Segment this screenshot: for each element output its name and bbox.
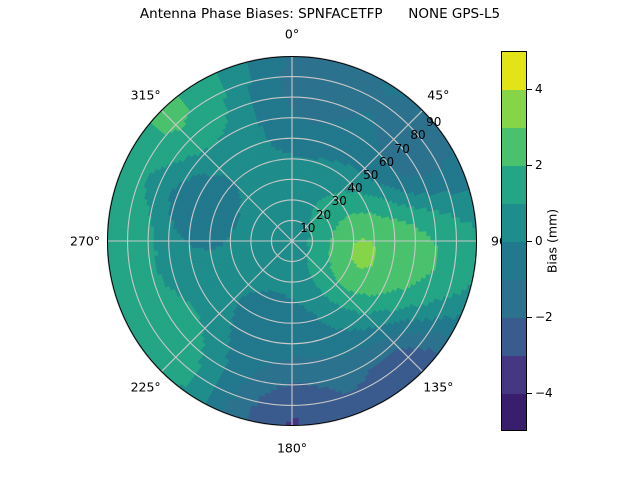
colorbar-gradient <box>501 51 527 431</box>
colorbar-band <box>502 242 526 280</box>
colorbar-band <box>502 166 526 204</box>
radial-tick-label-50: 50 <box>363 167 379 182</box>
angular-tick-label-180: 180° <box>276 440 308 456</box>
angular-tick-label-135: 135° <box>423 379 454 395</box>
colorbar-tick-label: 2 <box>535 158 543 172</box>
colorbar-band <box>502 52 526 90</box>
colorbar-band <box>502 90 526 128</box>
angular-tick-label-270: 270° <box>69 233 101 249</box>
colorbar-band <box>502 394 526 430</box>
angular-tick-label-225: 225° <box>130 379 161 395</box>
colorbar-tick <box>527 165 532 167</box>
colorbar-tick <box>527 393 532 395</box>
colorbar-band <box>502 318 526 356</box>
colorbar-band <box>502 280 526 318</box>
angular-tick-label-0: 0° <box>284 26 300 42</box>
polar-axes[interactable]: 0° 45° 90 135° 180° 225° 270° 315° 10 20 30 40 50 60 7… <box>70 27 507 456</box>
radial-tick-label-70: 70 <box>394 141 410 156</box>
contour-fill <box>107 56 477 426</box>
polar-field <box>107 56 477 426</box>
colorbar-title: Bias (mm) <box>544 208 560 274</box>
colorbar-band <box>502 356 526 394</box>
colorbar-tick-label: 4 <box>535 82 543 96</box>
radial-tick-label-80: 80 <box>410 128 426 143</box>
colorbar-tick <box>527 89 532 91</box>
radial-tick-label-40: 40 <box>347 181 363 196</box>
radial-tick-label-30: 30 <box>331 194 347 209</box>
page-title: Antenna Phase Biases: SPNFACETFP NONE GP… <box>139 6 501 22</box>
colorbar-tick <box>527 317 532 319</box>
colorbar-band <box>502 128 526 166</box>
colorbar[interactable]: 4 2 0 −2 −4 <box>501 51 553 431</box>
radial-tick-label-10: 10 <box>300 220 316 235</box>
colorbar-tick-label: 0 <box>535 234 543 248</box>
angular-tick-label-315: 315° <box>130 87 161 103</box>
colorbar-band <box>502 204 526 242</box>
angular-tick-label-45: 45° <box>427 87 450 103</box>
radial-tick-label-90: 90 <box>426 115 442 130</box>
radial-tick-label-60: 60 <box>378 154 395 169</box>
colorbar-tick <box>527 241 532 243</box>
colorbar-tick-label: −2 <box>535 310 553 324</box>
colorbar-tick-label: −4 <box>535 386 553 400</box>
radial-tick-label-20: 20 <box>315 207 332 222</box>
